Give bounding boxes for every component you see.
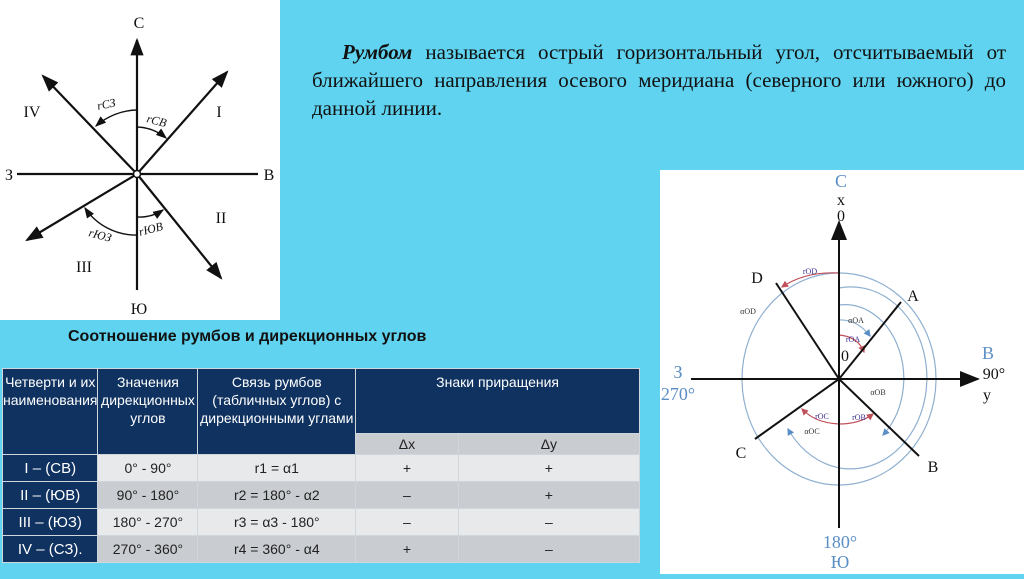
- arc-alpha-oc: [787, 286, 928, 470]
- label-south: Ю: [131, 301, 147, 318]
- line-sw: [25, 173, 138, 242]
- cell-range: 90° - 180°: [97, 481, 199, 509]
- cell-dy: –: [457, 535, 641, 563]
- quadrant-4: IV: [24, 104, 41, 121]
- cell-dx: +: [355, 454, 459, 482]
- header-relation: Связь румбов (табличных углов) с дирекци…: [197, 368, 357, 455]
- label-west-deg: 270°: [661, 384, 695, 404]
- label-west: З: [5, 167, 13, 184]
- label-east-deg: 90°: [983, 366, 1005, 383]
- cell-relation: r3 = α3 - 180°: [197, 508, 357, 536]
- definition-text: называется острый горизонтальный угол, о…: [312, 40, 1006, 120]
- angle-r-yuz: rЮЗ: [87, 225, 113, 244]
- cell-quarter: I – (СВ): [1, 454, 99, 482]
- quadrant-3: III: [76, 259, 92, 276]
- cell-dy: +: [457, 481, 641, 509]
- cell-relation: r2 = 180° - α2: [197, 481, 357, 509]
- line-od: [775, 282, 840, 380]
- quadrant-1: I: [216, 104, 221, 121]
- cell-dx: +: [355, 535, 459, 563]
- point-c: C: [736, 445, 747, 462]
- table-row: I – (СВ) 0° - 90° r1 = α1 + +: [1, 454, 641, 482]
- header-signs: Знаки приращения: [355, 368, 640, 434]
- cell-relation: r1 = α1: [197, 454, 357, 482]
- rhumb-diagram: С Ю З В I II III IV rСВ rСЗ rЮВ rЮЗ: [0, 0, 280, 320]
- angle-r-cv: rСВ: [145, 111, 169, 130]
- cell-range: 180° - 270°: [97, 508, 199, 536]
- cell-dx: –: [355, 481, 459, 509]
- angle-r-yuv: rЮВ: [137, 219, 165, 239]
- header-quarters: Четверти и их наименования: [1, 368, 99, 455]
- angle-r-oa: rOA: [846, 335, 860, 344]
- label-zero: 0: [837, 208, 845, 225]
- cell-dx: –: [355, 508, 459, 536]
- point-d: D: [751, 270, 763, 287]
- line-oc: [754, 378, 840, 440]
- label-east: В: [982, 343, 994, 363]
- table-row: II – (ЮВ) 90° - 180° r2 = 180° - α2 – +: [1, 481, 641, 509]
- cell-range: 0° - 90°: [97, 454, 199, 482]
- table-title: Соотношение румбов и дирекционных углов: [68, 328, 427, 345]
- rhumb-definition: Румбом называется острый горизонтальный …: [312, 38, 1006, 122]
- label-south: Ю: [831, 552, 850, 572]
- cell-range: 270° - 360°: [97, 535, 199, 563]
- angle-alpha-od: αOD: [740, 307, 756, 316]
- header-dx: Δx: [355, 433, 459, 455]
- angle-r-ob: rOB: [852, 413, 866, 422]
- line-ob: [838, 378, 920, 457]
- rhumb-table: Четверти и их наименования Значения дире…: [1, 368, 641, 563]
- label-x: x: [837, 192, 845, 209]
- label-west: З: [673, 362, 682, 382]
- cell-dy: +: [457, 454, 641, 482]
- angle-r-cz: rСЗ: [96, 95, 117, 113]
- header-values: Значения дирекционных углов: [97, 368, 199, 455]
- line-ne: [136, 70, 229, 175]
- arc-alpha-oa: [838, 319, 871, 337]
- label-east: В: [264, 167, 275, 184]
- cell-relation: r4 = 360° - α4: [197, 535, 357, 563]
- cell-quarter: III – (ЮЗ): [1, 508, 99, 536]
- direction-angle-diagram: С В З 270° 180° Ю x 0 90° y 0 A B C D αO…: [660, 170, 1024, 574]
- header-dy: Δy: [457, 433, 641, 455]
- label-north: С: [134, 15, 145, 32]
- label-y: y: [983, 387, 991, 404]
- label-south-deg: 180°: [823, 532, 857, 552]
- quadrant-2: II: [216, 210, 227, 227]
- line-nw: [41, 74, 138, 175]
- line-se: [136, 173, 223, 280]
- angle-alpha-ob: αOB: [870, 388, 885, 397]
- angle-r-od: rOD: [803, 267, 817, 276]
- table-row: IV – (СЗ). 270° - 360° r4 = 360° - α4 + …: [1, 535, 641, 563]
- point-a: A: [907, 288, 919, 305]
- table-row: III – (ЮЗ) 180° - 270° r3 = α3 - 180° – …: [1, 508, 641, 536]
- cell-quarter: II – (ЮВ): [1, 481, 99, 509]
- angle-alpha-oc: αOC: [804, 427, 819, 436]
- angle-alpha-oa: αOA: [848, 316, 864, 325]
- label-north: С: [835, 171, 847, 191]
- angle-r-oc: rOC: [815, 412, 829, 421]
- label-origin: 0: [841, 348, 849, 365]
- point-b: B: [928, 459, 939, 476]
- definition-term: Румбом: [342, 40, 413, 64]
- cell-quarter: IV – (СЗ).: [1, 535, 99, 563]
- line-oa: [838, 301, 902, 380]
- cell-dy: –: [457, 508, 641, 536]
- arc-alpha-ob: [838, 304, 905, 436]
